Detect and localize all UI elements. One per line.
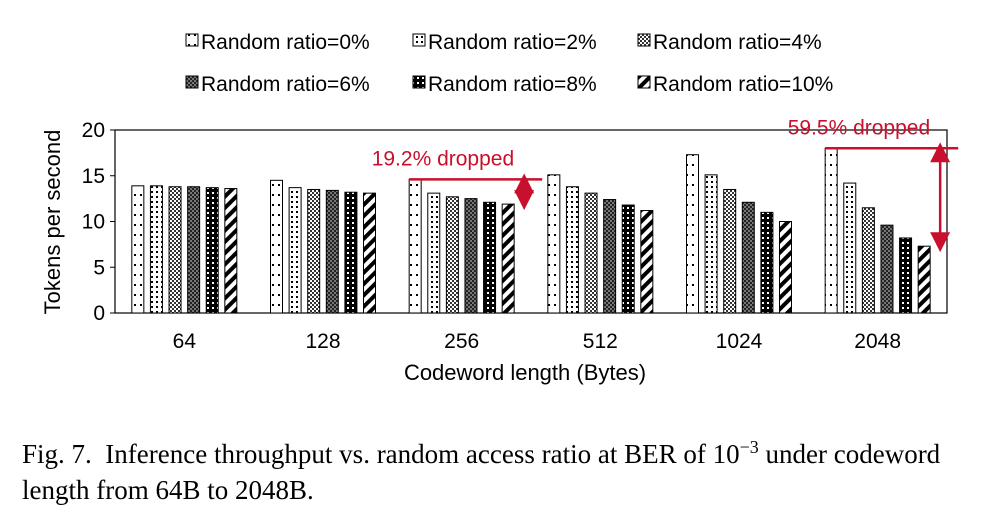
caption-text: Inference throughput vs. random access r… bbox=[105, 439, 740, 469]
bar bbox=[168, 186, 182, 314]
bar bbox=[344, 191, 358, 314]
annotation-label: 59.5% dropped bbox=[788, 116, 930, 139]
bar bbox=[445, 196, 459, 314]
bar bbox=[547, 174, 561, 314]
y-tick-label: 0 bbox=[93, 302, 105, 325]
legend-swatch bbox=[412, 33, 426, 47]
legend-label: Random ratio=2% bbox=[428, 31, 597, 54]
x-axis-label: Codeword length (Bytes) bbox=[404, 360, 646, 385]
x-tick-label: 64 bbox=[173, 330, 197, 353]
bar bbox=[584, 192, 598, 314]
legend-label: Random ratio=10% bbox=[653, 73, 833, 96]
bar bbox=[760, 211, 774, 314]
y-axis-label-group: Tokens per second bbox=[40, 130, 65, 315]
bar bbox=[723, 188, 737, 314]
bar bbox=[464, 198, 478, 314]
bar bbox=[483, 201, 497, 314]
bars bbox=[114, 129, 948, 314]
bar bbox=[565, 186, 579, 314]
legend-swatch bbox=[637, 33, 651, 47]
bar bbox=[621, 204, 635, 314]
bar bbox=[640, 210, 654, 314]
bar bbox=[205, 187, 219, 314]
y-tick-label: 20 bbox=[82, 119, 105, 142]
bar bbox=[704, 174, 718, 314]
bar bbox=[131, 185, 145, 314]
bar bbox=[899, 237, 913, 314]
y-axis: 0 5 10 15 20 bbox=[82, 119, 115, 325]
chart-legend: Random ratio=0% Random ratio=2% Random rat… bbox=[185, 31, 833, 96]
legend-swatch bbox=[185, 33, 199, 47]
bar bbox=[149, 185, 163, 314]
x-axis: 64 128 256 512 1024 2048 bbox=[173, 330, 901, 353]
caption-text-after: under codeword length from 64B to 2048B. bbox=[22, 439, 941, 505]
bar bbox=[408, 178, 422, 314]
bar bbox=[917, 245, 931, 314]
legend-swatch bbox=[637, 75, 651, 89]
bar bbox=[270, 179, 283, 314]
legend-label: Random ratio=8% bbox=[428, 73, 597, 96]
legend-swatch bbox=[185, 75, 199, 89]
bar-chart: Random ratio=0% Random ratio=2% Random rat… bbox=[40, 31, 959, 385]
bar bbox=[325, 189, 339, 314]
bar bbox=[363, 192, 376, 314]
bar bbox=[861, 207, 875, 314]
x-tick-label: 128 bbox=[305, 330, 340, 353]
bar bbox=[307, 188, 321, 314]
caption-prefix: Fig. 7. bbox=[22, 439, 92, 469]
x-tick-label: 1024 bbox=[716, 330, 763, 353]
bar bbox=[741, 201, 755, 314]
y-axis-label: Tokens per second bbox=[40, 130, 65, 315]
caption-exponent: −3 bbox=[739, 437, 759, 457]
bar bbox=[824, 147, 838, 314]
bar bbox=[501, 203, 515, 314]
bar bbox=[224, 188, 238, 314]
figure-caption: Fig. 7. Inference throughput vs. random … bbox=[22, 436, 982, 508]
bar bbox=[288, 187, 302, 314]
bar bbox=[880, 224, 894, 314]
bar bbox=[843, 182, 857, 314]
bar bbox=[187, 186, 201, 314]
x-tick-label: 256 bbox=[444, 330, 479, 353]
x-tick-label: 512 bbox=[583, 330, 618, 353]
x-tick-label: 2048 bbox=[854, 330, 901, 353]
y-tick-label: 15 bbox=[82, 165, 105, 188]
bar bbox=[427, 192, 441, 314]
bar bbox=[779, 221, 792, 314]
legend-label: Random ratio=6% bbox=[201, 73, 370, 96]
y-tick-label: 10 bbox=[82, 211, 105, 234]
legend-label: Random ratio=4% bbox=[653, 31, 822, 54]
annotation-label: 19.2% dropped bbox=[372, 147, 514, 170]
y-tick-label: 5 bbox=[93, 256, 105, 279]
bar bbox=[686, 154, 699, 314]
bar bbox=[603, 199, 617, 314]
legend-swatch bbox=[412, 75, 426, 89]
legend-label: Random ratio=0% bbox=[201, 31, 370, 54]
annotations: 19.2% dropped 59.5% dropped bbox=[372, 116, 959, 253]
plot-area bbox=[114, 129, 948, 314]
